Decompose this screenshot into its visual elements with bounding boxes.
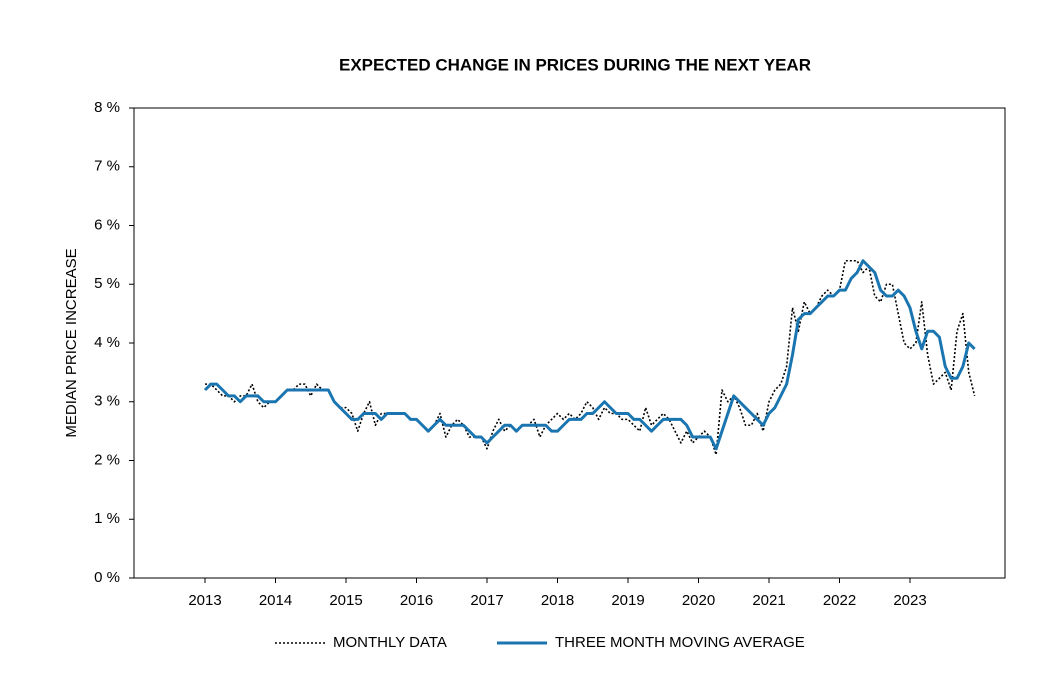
x-tick-label: 2023 xyxy=(893,592,926,609)
x-tick-label: 2021 xyxy=(752,592,785,609)
x-tick-label: 2013 xyxy=(188,592,221,609)
y-tick-label: 0 % xyxy=(94,569,120,586)
x-tick-label: 2014 xyxy=(259,592,292,609)
y-tick-label: 6 % xyxy=(94,216,120,233)
x-tick-label: 2015 xyxy=(329,592,362,609)
series-line xyxy=(203,259,976,451)
y-tick-label: 1 % xyxy=(94,510,120,527)
plot-frame xyxy=(133,107,1006,579)
x-tick-label: 2017 xyxy=(470,592,503,609)
x-tick-label: 2020 xyxy=(682,592,715,609)
chart-title: EXPECTED CHANGE IN PRICES DURING THE NEX… xyxy=(339,55,811,74)
series-line xyxy=(205,259,976,456)
x-tick-label: 2019 xyxy=(611,592,644,609)
y-tick-label: 5 % xyxy=(94,275,120,292)
legend-label: MONTHLY DATA xyxy=(333,634,447,651)
x-tick-label: 2018 xyxy=(541,592,574,609)
x-tick-label: 2016 xyxy=(400,592,433,609)
legend-label: THREE MONTH MOVING AVERAGE xyxy=(555,634,805,651)
y-tick-label: 7 % xyxy=(94,158,120,175)
y-tick-label: 4 % xyxy=(94,334,120,351)
x-tick-label: 2022 xyxy=(823,592,856,609)
y-tick-label: 3 % xyxy=(94,393,120,410)
y-tick-label: 2 % xyxy=(94,451,120,468)
y-tick-label: 8 % xyxy=(94,99,120,116)
y-axis-label: MEDIAN PRICE INCREASE xyxy=(63,248,80,437)
